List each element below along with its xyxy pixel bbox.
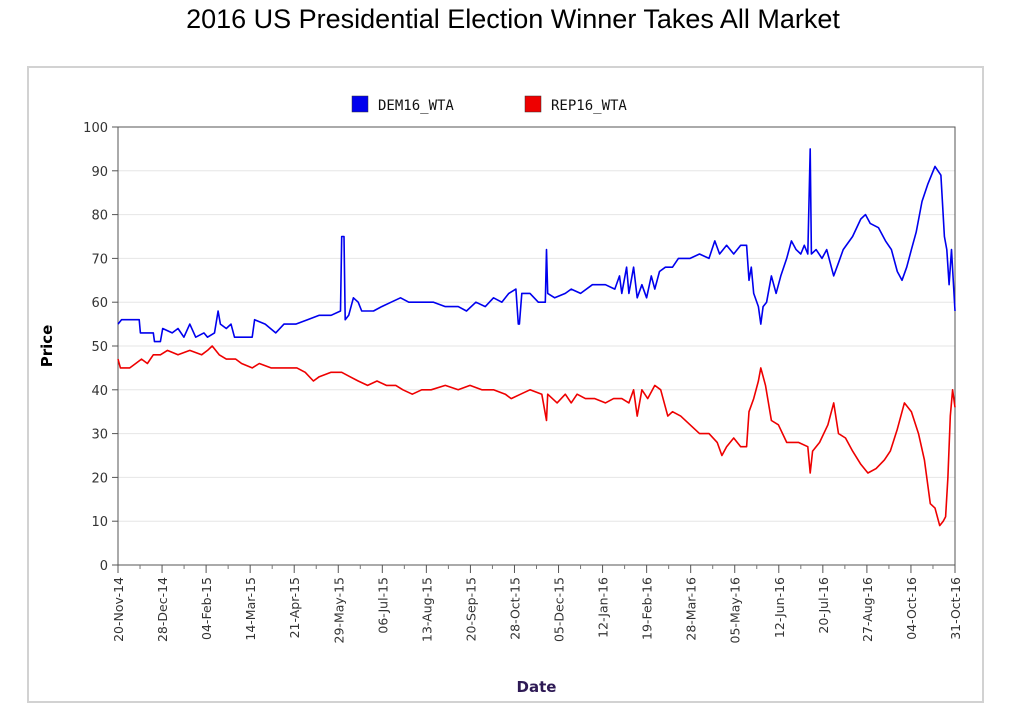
- x-tick-label: 05-Dec-15: [552, 577, 567, 642]
- y-tick-label: 0: [100, 559, 108, 574]
- page-title: 2016 US Presidential Election Winner Tak…: [186, 4, 840, 34]
- y-tick-label: 50: [91, 340, 108, 355]
- x-tick-label: 28-Oct-15: [507, 577, 522, 640]
- y-tick-label: 20: [91, 471, 108, 486]
- y-tick-label: 90: [91, 165, 108, 180]
- x-tick-label: 28-Dec-14: [155, 577, 170, 642]
- x-tick-label: 04-Oct-16: [904, 577, 919, 640]
- y-axis-label: Price: [38, 325, 56, 368]
- x-tick-label: 13-Aug-15: [419, 577, 434, 642]
- legend-label: REP16_WTA: [551, 98, 627, 114]
- series-line-dem16_wta: [117, 148, 956, 343]
- x-tick-label: 04-Feb-15: [199, 577, 214, 640]
- y-tick-label: 30: [91, 428, 108, 443]
- x-tick-label: 20-Nov-14: [111, 577, 126, 642]
- x-tick-label: 28-Mar-16: [684, 577, 699, 641]
- x-tick-label: 31-Oct-16: [948, 577, 963, 640]
- legend-swatch: [524, 95, 542, 113]
- x-tick-label: 27-Aug-16: [860, 577, 875, 642]
- x-tick-label: 19-Feb-16: [640, 577, 655, 640]
- x-tick-label: 05-May-16: [728, 577, 743, 644]
- y-tick-label: 10: [91, 515, 108, 530]
- y-tick-label: 40: [91, 384, 108, 399]
- x-tick-label: 21-Apr-15: [287, 577, 302, 638]
- x-tick-label: 06-Jul-15: [375, 577, 390, 634]
- x-tick-label: 20-Jul-16: [816, 577, 831, 634]
- x-tick-label: 14-Mar-15: [243, 577, 258, 641]
- x-tick-label: 12-Jan-16: [596, 577, 611, 638]
- chart-frame: [27, 66, 984, 703]
- x-axis: 20-Nov-14 28-Dec-14 04-Feb-15 14-Mar-15 21-A…: [111, 565, 963, 643]
- legend-swatch: [351, 95, 369, 113]
- y-tick-label: 70: [91, 252, 108, 267]
- x-tick-label: 12-Jun-16: [772, 577, 787, 638]
- y-axis: 0 10 20 30 40 50 60 70 80 90 100: [83, 121, 118, 574]
- gridlines: [118, 170, 955, 522]
- series-line-rep16_wta: [117, 345, 956, 527]
- x-axis-label: Date: [517, 678, 557, 696]
- legend: DEM16_WTA REP16_WTA: [351, 95, 627, 114]
- series-layer: [117, 148, 956, 527]
- x-tick-label: 20-Sep-15: [463, 577, 478, 641]
- legend-label: DEM16_WTA: [378, 98, 454, 114]
- y-tick-label: 80: [91, 209, 108, 224]
- x-tick-label: 29-May-15: [331, 577, 346, 643]
- y-tick-label: 100: [83, 121, 108, 136]
- y-tick-label: 60: [91, 296, 108, 311]
